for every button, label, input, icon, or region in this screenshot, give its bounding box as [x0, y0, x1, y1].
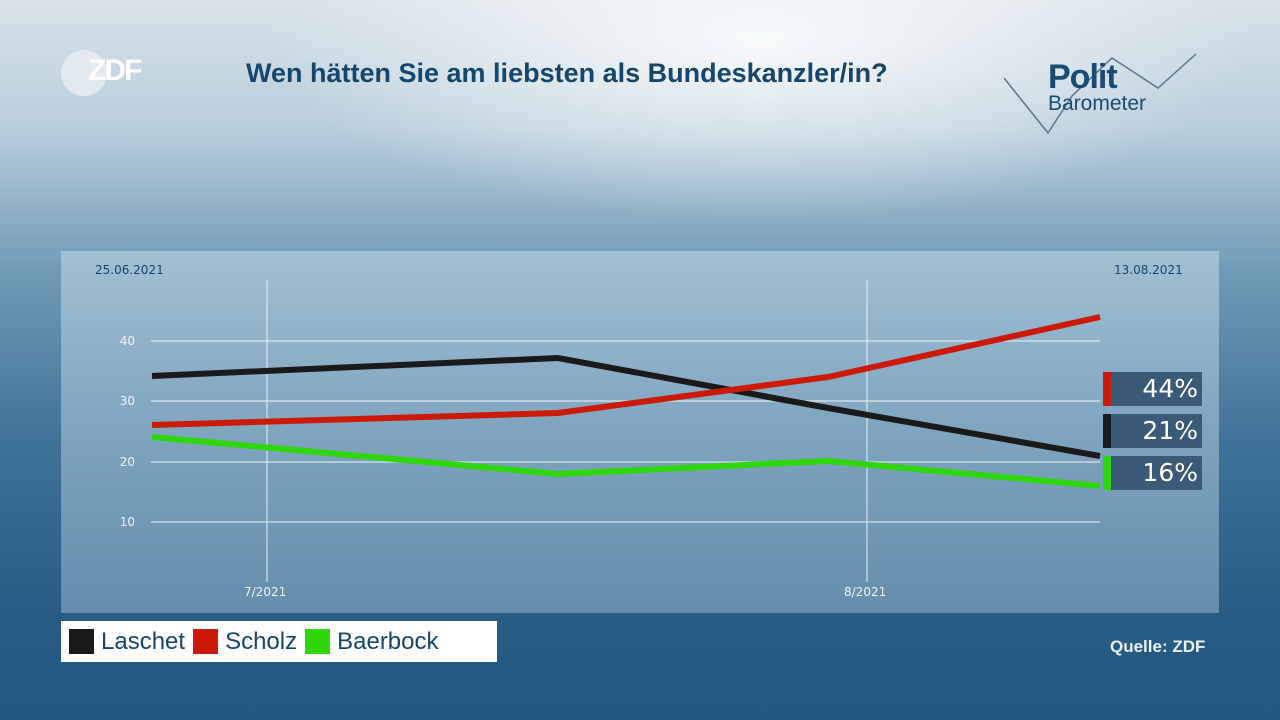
series-baerbock	[151, 434, 1101, 489]
badge-value: 21%	[1142, 416, 1198, 445]
y-tick-40: 40	[119, 334, 135, 348]
end-date: 13.08.2021	[1114, 263, 1183, 277]
series-laschet	[151, 354, 1101, 459]
zdf-logo: ZDF	[88, 54, 142, 87]
legend-item-baerbock: Baerbock	[305, 627, 439, 656]
badge-value: 44%	[1142, 374, 1198, 403]
legend-item-scholz: Scholz	[193, 628, 297, 656]
politbarometer-logo-icon	[1003, 53, 1197, 135]
start-date: 25.06.2021	[95, 263, 164, 277]
series-scholz	[151, 314, 1101, 428]
legend-label: Baerbock	[337, 627, 439, 655]
y-tick-30: 30	[119, 394, 135, 408]
legend: Laschet Scholz Baerbock	[61, 621, 497, 662]
source-label: Quelle: ZDF	[1110, 637, 1206, 656]
brand-barometer: Barometer	[1048, 92, 1147, 115]
y-tick-20: 20	[119, 455, 135, 469]
badge-color-laschet	[1103, 414, 1111, 448]
legend-item-laschet: Laschet	[69, 628, 185, 656]
legend-label: Scholz	[225, 627, 298, 655]
chart-title: Wen hätten Sie am liebsten als Bundeskan…	[246, 58, 888, 88]
badge-color-scholz	[1103, 372, 1111, 406]
legend-swatch	[305, 629, 331, 654]
legend-swatch	[69, 629, 94, 654]
brand-polit: Polit	[1048, 58, 1118, 96]
x-tick-aug: 8/2021	[844, 585, 887, 599]
zdf-logo-circle	[61, 50, 107, 96]
badge-scholz: 44%	[1103, 372, 1202, 406]
legend-label: Laschet	[101, 627, 186, 655]
x-tick-jul: 7/2021	[244, 585, 287, 599]
legend-swatch	[193, 629, 219, 654]
badge-color-baerbock	[1103, 456, 1111, 490]
badge-value: 16%	[1142, 458, 1198, 487]
badge-laschet: 21%	[1103, 414, 1202, 448]
badge-baerbock: 16%	[1103, 456, 1202, 490]
chart-panel	[61, 251, 1219, 613]
y-tick-10: 10	[119, 515, 135, 529]
